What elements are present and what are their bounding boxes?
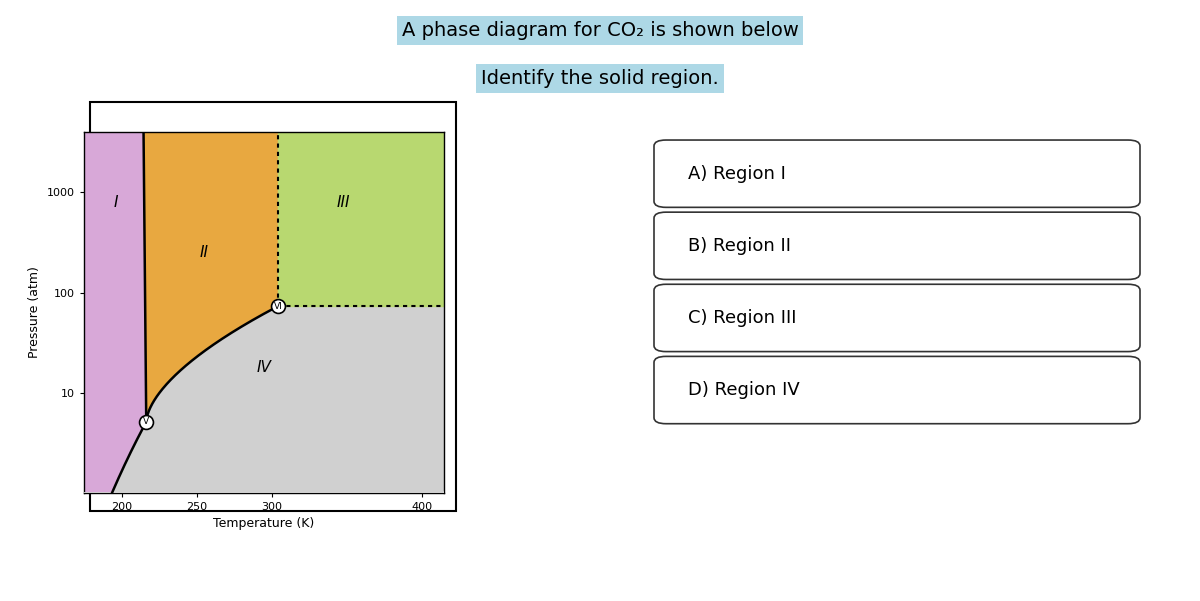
Text: II: II (199, 245, 209, 260)
Text: A) Region I: A) Region I (688, 165, 786, 183)
Text: VI: VI (274, 302, 282, 311)
Text: IV: IV (257, 359, 271, 374)
Text: B) Region II: B) Region II (688, 237, 791, 255)
Polygon shape (84, 307, 444, 565)
Polygon shape (277, 132, 444, 307)
X-axis label: Temperature (K): Temperature (K) (214, 517, 314, 531)
Polygon shape (84, 132, 146, 565)
Text: III: III (337, 195, 350, 210)
Text: D) Region IV: D) Region IV (688, 381, 799, 399)
Text: I: I (113, 195, 118, 210)
Text: C) Region III: C) Region III (688, 309, 796, 327)
Text: V: V (143, 418, 149, 426)
Y-axis label: Pressure (atm): Pressure (atm) (29, 267, 42, 358)
Text: A phase diagram for CO₂ is shown below: A phase diagram for CO₂ is shown below (402, 21, 798, 40)
Polygon shape (144, 132, 277, 422)
Text: Identify the solid region.: Identify the solid region. (481, 69, 719, 88)
